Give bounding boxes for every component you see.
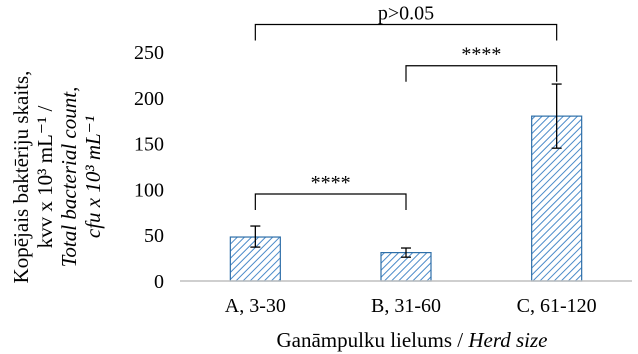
significance-label: **** [461,44,501,66]
significance-brackets: p>0.05 **** **** [254,3,558,210]
y-tick-label: 0 [154,271,164,293]
x-axis-categories: A, 3-30 B, 31-60 C, 61-120 [225,295,597,317]
y-axis-title-line-3: Total bacterial count, [57,87,81,268]
y-axis-ticks: 0 50 100 150 200 250 [134,42,164,293]
error-bars [250,83,562,258]
y-tick-label: 50 [144,225,164,247]
y-tick-label: 100 [134,179,164,201]
y-axis-title: Kopējais baktēriju skaits, kvv x 10³ mL⁻… [9,71,105,284]
x-tick-label: B, 31-60 [371,295,441,317]
y-tick-label: 200 [134,88,164,110]
significance-bracket [254,193,407,210]
significance-bracket [405,65,558,82]
y-axis-title-line-2: kvv x 10³ mL⁻¹ / [33,106,57,249]
y-tick-label: 250 [134,42,164,64]
x-tick-label: C, 61-120 [517,295,597,317]
y-axis-title-line-1: Kopējais baktēriju skaits, [9,71,33,284]
x-axis-title-italic: Herd size [467,328,547,352]
y-tick-label: 150 [134,134,164,156]
significance-bracket [254,23,558,41]
x-axis-title: Ganāmpulku lielums / Herd size [276,328,547,352]
significance-label: p>0.05 [378,3,434,25]
significance-label: **** [311,172,351,194]
y-axis-title-line-4: cfu x 10³ mL⁻¹ [81,116,105,238]
x-axis-title-plain: Ganāmpulku lielums / [276,328,468,352]
x-tick-label: A, 3-30 [225,295,286,317]
